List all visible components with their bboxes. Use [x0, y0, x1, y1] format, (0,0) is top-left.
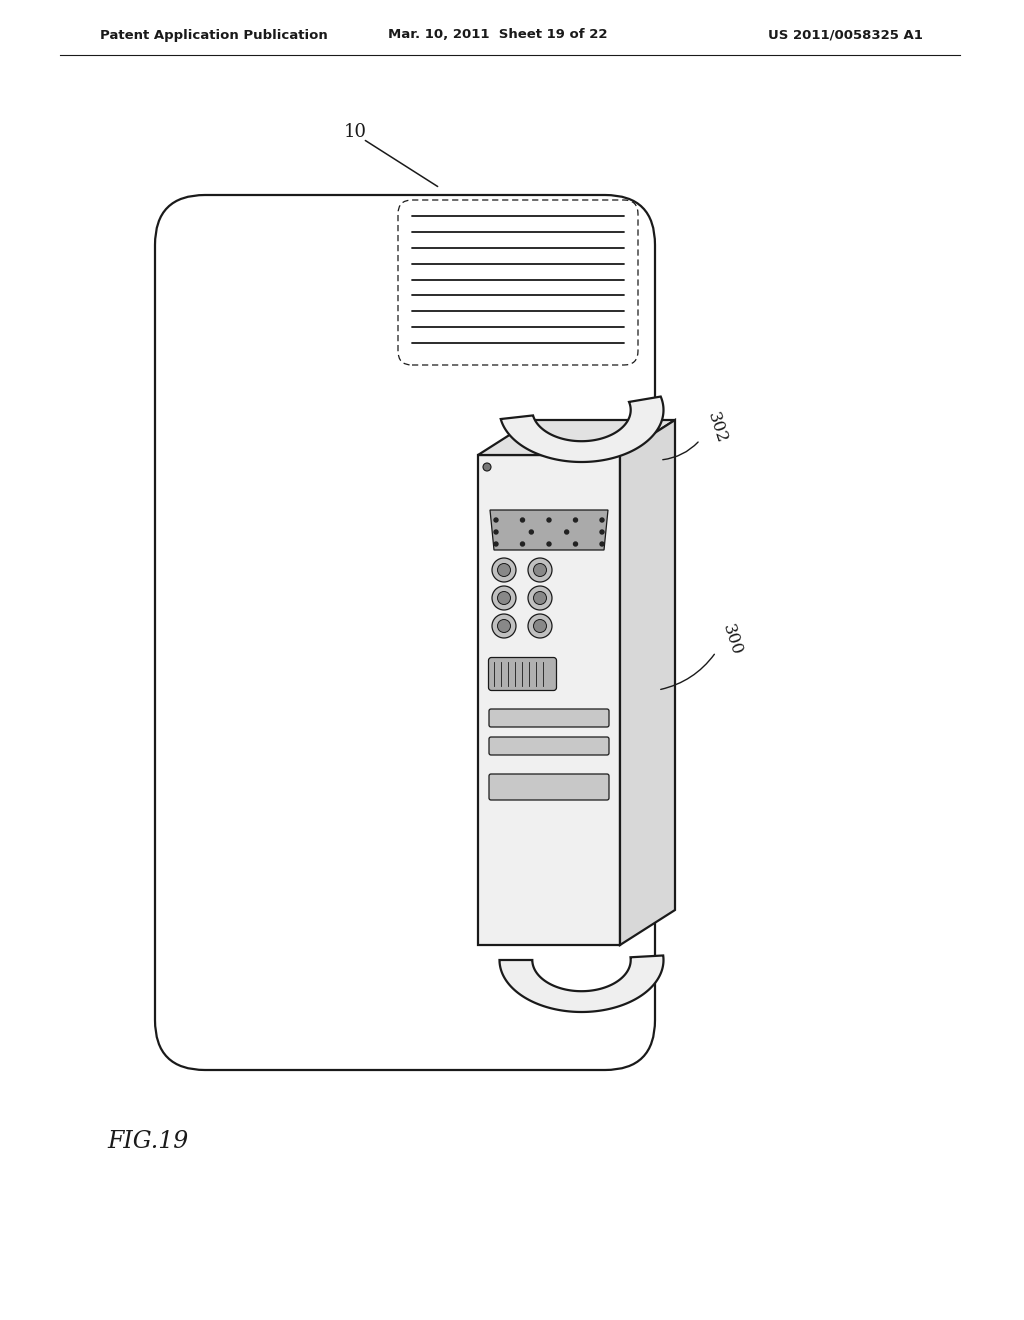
Circle shape: [534, 591, 547, 605]
Circle shape: [528, 586, 552, 610]
Text: Patent Application Publication: Patent Application Publication: [100, 29, 328, 41]
Circle shape: [520, 517, 524, 521]
Circle shape: [573, 517, 578, 521]
Polygon shape: [490, 510, 608, 550]
Circle shape: [600, 517, 604, 521]
FancyBboxPatch shape: [489, 737, 609, 755]
Circle shape: [600, 543, 604, 546]
Text: 300: 300: [719, 622, 745, 657]
Circle shape: [564, 531, 568, 535]
Polygon shape: [620, 420, 675, 945]
Polygon shape: [478, 420, 675, 455]
Circle shape: [492, 586, 516, 610]
Circle shape: [529, 531, 534, 535]
Circle shape: [483, 463, 490, 471]
Circle shape: [520, 543, 524, 546]
Polygon shape: [501, 396, 664, 462]
FancyBboxPatch shape: [398, 201, 638, 366]
Circle shape: [498, 564, 511, 577]
Circle shape: [494, 543, 498, 546]
Text: FIG.19: FIG.19: [108, 1130, 188, 1154]
Polygon shape: [478, 455, 620, 945]
Text: US 2011/0058325 A1: US 2011/0058325 A1: [768, 29, 923, 41]
Circle shape: [492, 614, 516, 638]
Circle shape: [492, 558, 516, 582]
Circle shape: [600, 531, 604, 535]
Circle shape: [528, 558, 552, 582]
Text: Mar. 10, 2011  Sheet 19 of 22: Mar. 10, 2011 Sheet 19 of 22: [388, 29, 607, 41]
Polygon shape: [500, 956, 664, 1012]
FancyBboxPatch shape: [488, 657, 556, 690]
Circle shape: [573, 543, 578, 546]
Text: 302: 302: [703, 411, 730, 446]
Circle shape: [534, 564, 547, 577]
Text: 10: 10: [343, 123, 367, 141]
FancyBboxPatch shape: [155, 195, 655, 1071]
Circle shape: [498, 619, 511, 632]
Circle shape: [528, 614, 552, 638]
FancyBboxPatch shape: [489, 709, 609, 727]
FancyBboxPatch shape: [489, 774, 609, 800]
Circle shape: [494, 531, 498, 535]
Circle shape: [494, 517, 498, 521]
Circle shape: [547, 517, 551, 521]
Circle shape: [547, 543, 551, 546]
Circle shape: [534, 619, 547, 632]
Circle shape: [498, 591, 511, 605]
